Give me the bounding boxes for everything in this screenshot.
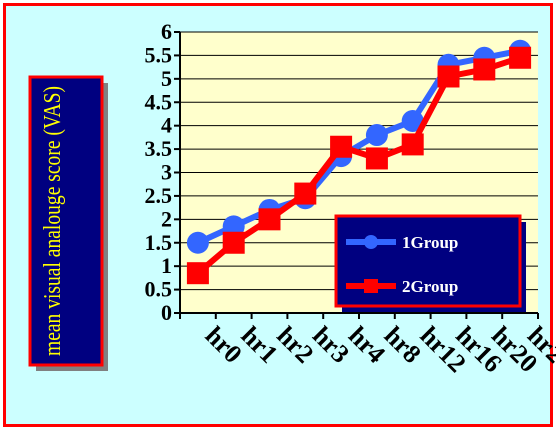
series-2group [186, 46, 532, 285]
data-point [401, 133, 424, 156]
data-point [365, 147, 388, 170]
y-tick-label: 0 [161, 300, 172, 325]
data-point [258, 208, 281, 231]
series-line-2group [195, 54, 522, 276]
y-axis-label-box: mean visual analouge score (VAS) [28, 75, 108, 371]
data-point [509, 46, 532, 69]
legend-marker-2group [364, 279, 378, 293]
data-point [330, 135, 353, 158]
y-tick-label: 2.5 [145, 183, 173, 208]
data-point [222, 231, 245, 254]
y-tick-label: 1.5 [145, 230, 173, 255]
y-tick-label: 3 [161, 160, 172, 185]
y-tick-label: 4 [161, 113, 172, 138]
y-tick-label: 6 [161, 19, 172, 44]
legend: 1Group 2Group [334, 214, 526, 312]
data-point [473, 58, 496, 81]
y-tick-label: 1 [161, 253, 172, 278]
data-point [186, 262, 209, 285]
y-axis-label: mean visual analouge score (VAS) [40, 86, 66, 356]
y-tick-label: 4.5 [145, 89, 173, 114]
data-point [401, 109, 424, 132]
data-point [365, 124, 388, 147]
legend-marker-1group [364, 235, 378, 249]
y-tick-label: 3.5 [145, 136, 173, 161]
data-point [186, 231, 209, 254]
data-point [437, 65, 460, 88]
data-point [294, 182, 317, 205]
plot-layer: 00.511.522.533.544.555.56hr0hr1hr2hr3hr4… [145, 19, 556, 378]
y-tick-label: 2 [161, 206, 172, 231]
legend-label-1group: 1Group [402, 233, 458, 252]
y-tick-label: 0.5 [145, 277, 173, 302]
y-tick-label: 5 [161, 66, 172, 91]
y-tick-label: 5.5 [145, 42, 173, 67]
series-line-1group [196, 47, 521, 246]
legend-label-2group: 2Group [402, 277, 458, 296]
